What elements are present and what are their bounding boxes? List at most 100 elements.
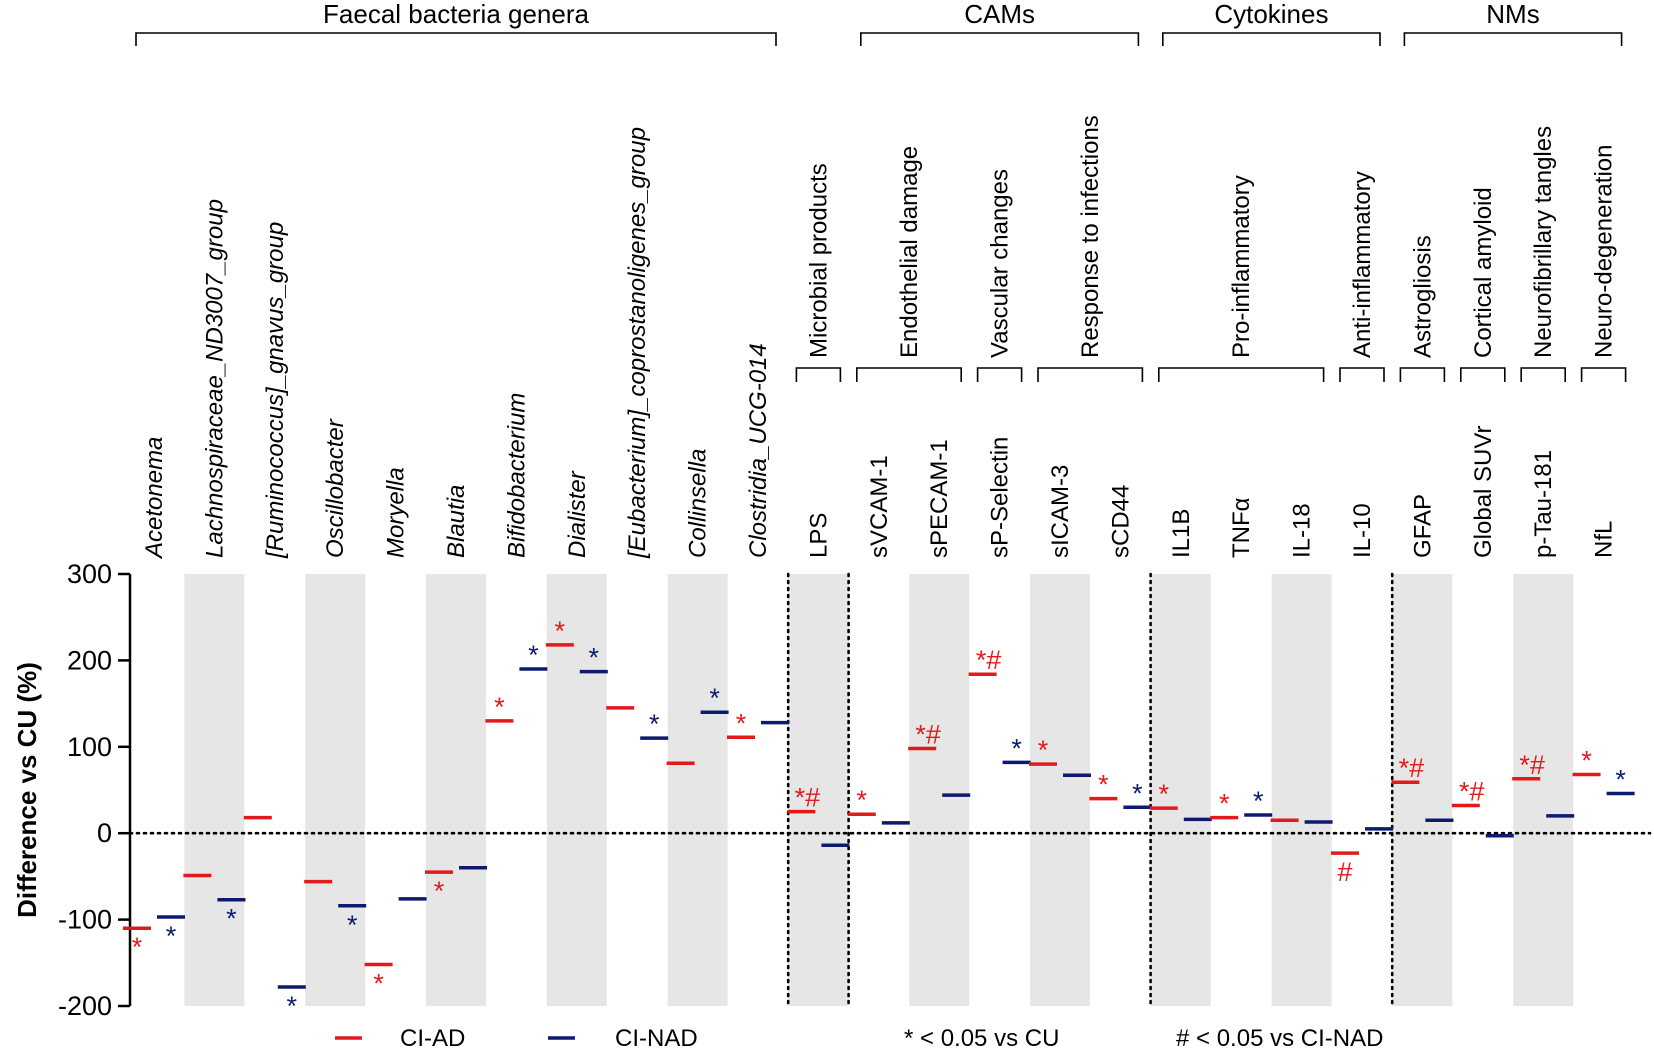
legend-label-ci-ad: CI-AD bbox=[400, 1025, 465, 1052]
legend: CI-AD CI-NAD * < 0.05 vs CU # < 0.05 vs CI-… bbox=[335, 1025, 1383, 1052]
ci-nad-sig-1: * bbox=[226, 904, 237, 934]
category-label-4: Moryella bbox=[383, 467, 410, 558]
band-9 bbox=[667, 574, 728, 1006]
ci-nad-sig-9: * bbox=[709, 683, 720, 713]
ci-ad-sig-5: * bbox=[434, 876, 445, 906]
category-label-22: Global SUVr bbox=[1470, 426, 1497, 559]
function-label-2: Vascular changes bbox=[987, 169, 1014, 358]
function-bracket-5 bbox=[1339, 367, 1385, 382]
function-label-4: Pro-inflammatory bbox=[1228, 175, 1255, 358]
brackets: Faecal bacteria genera CAMs Cytokines NMs Mi… bbox=[135, 0, 1627, 382]
category-label-1: Lachnospiraceae_ND3007_group bbox=[201, 199, 228, 558]
group-label-2: Cytokines bbox=[1214, 0, 1328, 29]
group-label-1: CAMs bbox=[964, 0, 1035, 29]
ci-ad-sig-14: *# bbox=[976, 645, 1002, 675]
y-tick-label-3: 100 bbox=[67, 732, 112, 762]
ci-nad-sig-0: * bbox=[166, 921, 177, 951]
ci-nad-sig-7: * bbox=[589, 643, 600, 673]
ci-ad-sig-23: *# bbox=[1519, 750, 1545, 780]
function-bracket-1 bbox=[856, 367, 962, 382]
function-label-8: Neurofibrillary tangles bbox=[1530, 126, 1557, 358]
category-label-7: Dialister bbox=[564, 470, 591, 558]
ci-ad-sig-4: * bbox=[373, 969, 384, 999]
band-21 bbox=[1392, 574, 1453, 1006]
category-label-11: LPS bbox=[805, 513, 832, 558]
category-label-0: Acetonema bbox=[141, 437, 168, 560]
band-11 bbox=[788, 574, 849, 1006]
function-label-3: Response to infections bbox=[1077, 115, 1104, 358]
function-bracket-6 bbox=[1399, 367, 1446, 382]
ci-ad-sig-17: * bbox=[1159, 779, 1170, 809]
category-label-21: GFAP bbox=[1409, 494, 1436, 558]
band-3 bbox=[305, 574, 366, 1006]
category-label-8: [Eubacterium]_coprostanoligenes_group bbox=[624, 127, 651, 559]
group-label-3: NMs bbox=[1486, 0, 1539, 29]
ci-ad-sig-16: * bbox=[1098, 770, 1109, 800]
legend-label-ci-nad: CI-NAD bbox=[615, 1025, 698, 1052]
band-5 bbox=[426, 574, 486, 1006]
y-tick-label-1: -100 bbox=[58, 905, 112, 935]
ci-ad-sig-13: *# bbox=[915, 720, 941, 750]
legend-note-hash: # < 0.05 vs CI-NAD bbox=[1176, 1025, 1383, 1052]
group-bracket-1 bbox=[860, 32, 1140, 46]
ci-ad-sig-15: * bbox=[1038, 735, 1049, 765]
function-bracket-4 bbox=[1158, 367, 1325, 382]
shaded-bands bbox=[184, 574, 1574, 1006]
category-label-16: sCD44 bbox=[1107, 485, 1134, 558]
ci-ad-sig-24: * bbox=[1581, 745, 1592, 775]
category-label-24: NfL bbox=[1591, 521, 1618, 558]
category-label-9: Collinsella bbox=[685, 449, 712, 558]
ci-ad-sig-12: * bbox=[857, 785, 868, 815]
category-label-14: sP-Selectin bbox=[987, 437, 1014, 558]
y-tick-label-5: 300 bbox=[67, 559, 112, 589]
ci-ad-sig-7: * bbox=[555, 616, 566, 646]
group-bracket-3 bbox=[1403, 32, 1623, 46]
category-label-19: IL-18 bbox=[1289, 503, 1316, 558]
function-label-1: Endothelial damage bbox=[896, 146, 923, 358]
data-marks: * **************# **#*#* ** * * * *#*#*#*# ** bbox=[123, 616, 1635, 1021]
ci-ad-sig-20: # bbox=[1337, 857, 1352, 887]
category-label-10: Clostridia_UCG-014 bbox=[745, 343, 772, 558]
ci-nad-sig-14: * bbox=[1011, 733, 1022, 763]
ci-nad-sig-18: * bbox=[1253, 786, 1264, 816]
category-label-18: TNFα bbox=[1228, 497, 1255, 558]
section-separators bbox=[786, 572, 1394, 1008]
ci-ad-sig-18: * bbox=[1219, 789, 1230, 819]
function-label-6: Astrogliosis bbox=[1409, 235, 1436, 358]
group-label-0: Faecal bacteria genera bbox=[323, 0, 589, 29]
category-label-5: Blautia bbox=[443, 485, 470, 558]
ci-ad-sig-6: * bbox=[494, 692, 505, 722]
category-label-20: IL-10 bbox=[1349, 503, 1376, 558]
ci-ad-sig-22: *# bbox=[1459, 777, 1485, 807]
ci-nad-sig-6: * bbox=[528, 640, 539, 670]
legend-note-star: * < 0.05 vs CU bbox=[904, 1025, 1059, 1052]
ci-nad-sig-2: * bbox=[287, 991, 298, 1021]
band-23 bbox=[1513, 574, 1574, 1006]
band-13 bbox=[909, 574, 970, 1006]
y-tick-label-2: 0 bbox=[97, 818, 112, 848]
category-label-12: sVCAM-1 bbox=[866, 455, 893, 558]
function-bracket-0 bbox=[795, 367, 842, 382]
function-label-5: Anti-inflammatory bbox=[1349, 171, 1376, 358]
function-label-0: Microbial products bbox=[805, 163, 832, 358]
group-bracket-2 bbox=[1162, 32, 1381, 46]
ci-nad-sig-24: * bbox=[1615, 764, 1626, 794]
y-axis: -200 -100 0 100 200 300 Difference vs CU (%) bbox=[12, 559, 132, 1021]
category-label-23: p-Tau-181 bbox=[1530, 450, 1557, 558]
category-label-13: sPECAM-1 bbox=[926, 439, 953, 558]
y-axis-title: Difference vs CU (%) bbox=[12, 662, 42, 918]
ci-ad-sig-10: * bbox=[736, 708, 747, 738]
function-label-7: Cortical amyloid bbox=[1470, 187, 1497, 358]
band-19 bbox=[1271, 574, 1332, 1006]
function-label-9: Neuro-degeneration bbox=[1591, 145, 1618, 358]
ci-ad-sig-21: *# bbox=[1399, 753, 1425, 783]
category-label-17: IL1B bbox=[1168, 509, 1195, 558]
category-labels: Acetonema Lachnospiraceae_ND3007_group [Ru… bbox=[141, 127, 1618, 560]
function-bracket-7 bbox=[1460, 367, 1506, 382]
band-1 bbox=[184, 574, 245, 1006]
ci-nad-sig-16: * bbox=[1132, 778, 1143, 808]
ci-nad-sig-8: * bbox=[649, 709, 660, 739]
function-bracket-3 bbox=[1037, 367, 1144, 382]
band-17 bbox=[1150, 574, 1211, 1006]
